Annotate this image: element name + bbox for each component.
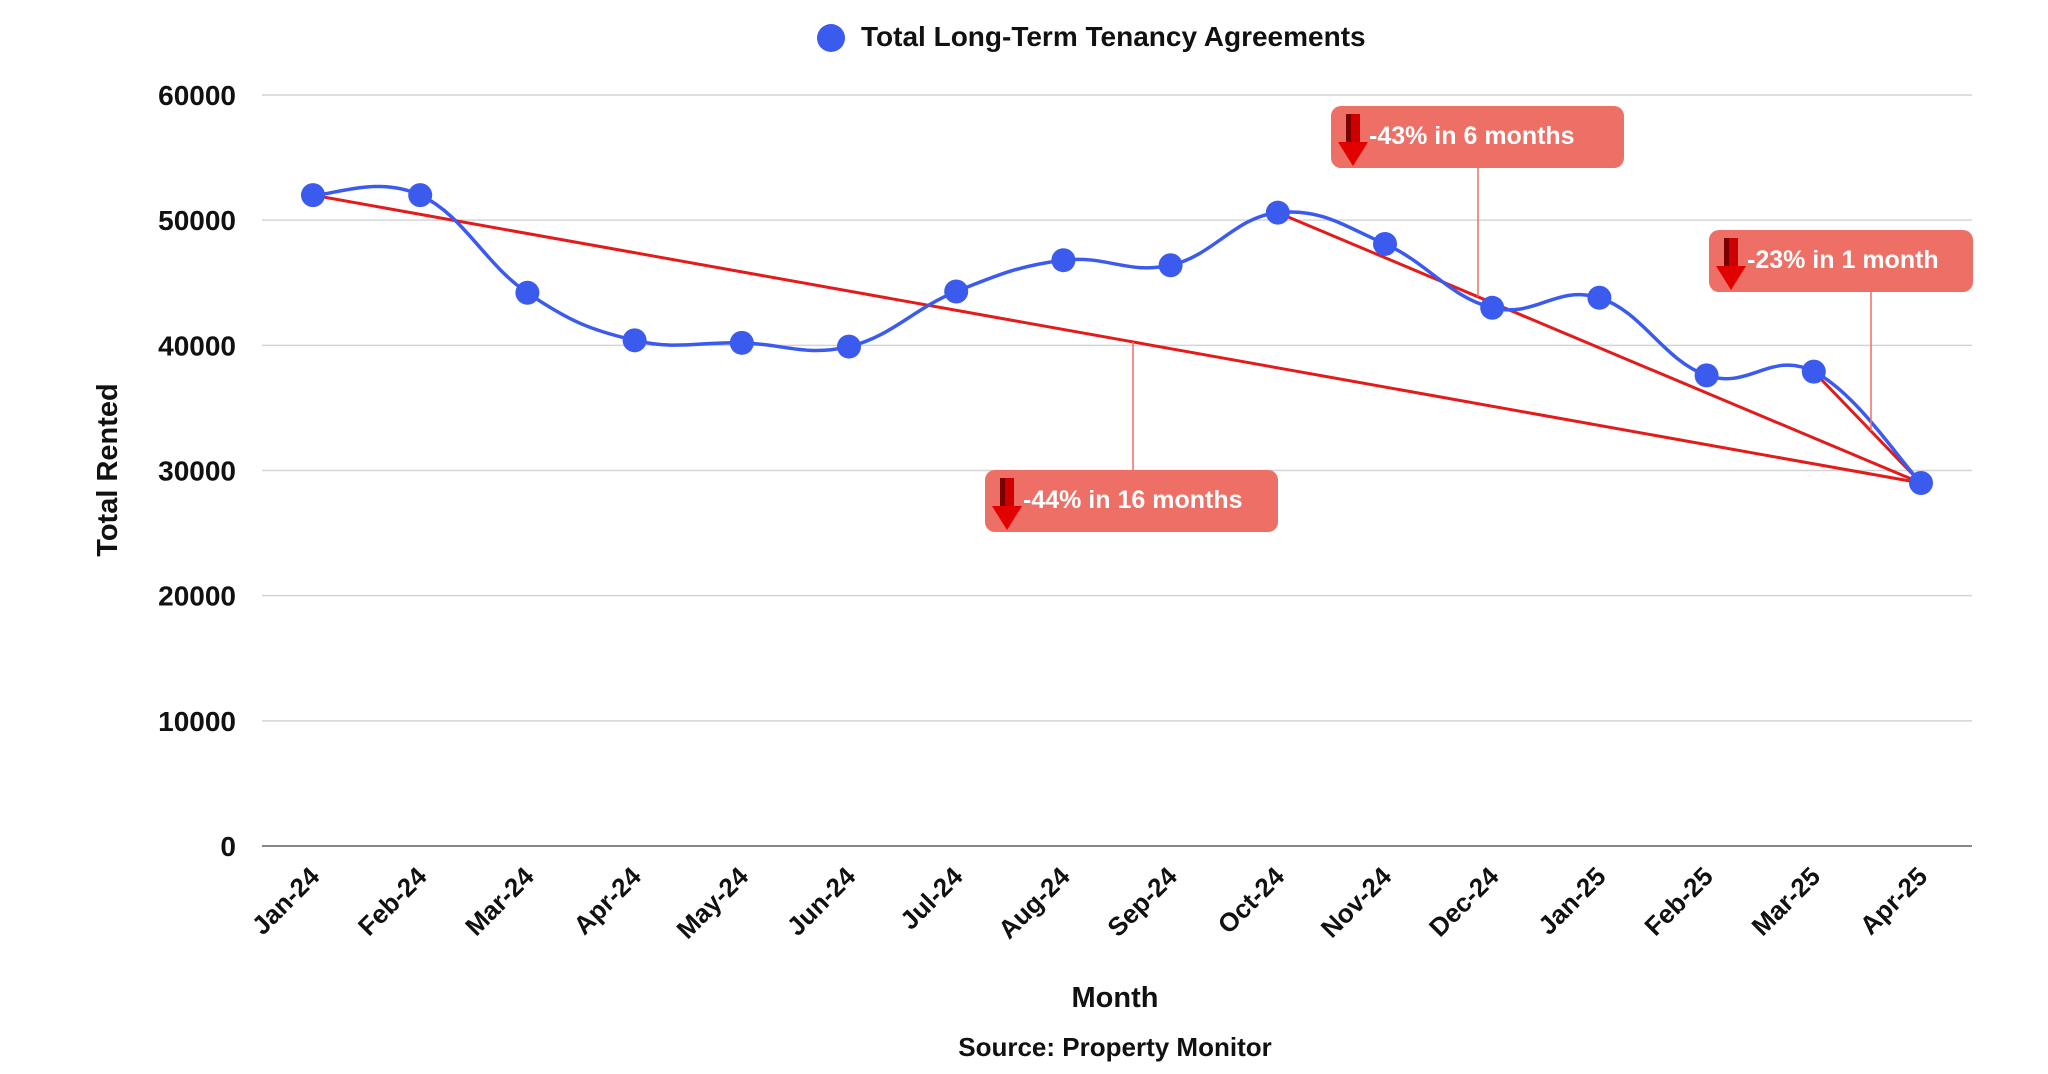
- data-point: [1909, 471, 1933, 496]
- data-point: [1801, 359, 1826, 384]
- x-tick-label: Dec-24: [1423, 861, 1505, 943]
- trend-lines: [312, 193, 1923, 485]
- annotation-label: -23% in 1 month: [1747, 246, 1939, 274]
- trend-line: [312, 193, 1922, 485]
- data-point: [301, 183, 325, 208]
- data-point: [408, 183, 433, 208]
- x-tick-label: Jun-24: [781, 861, 862, 942]
- data-point: [1051, 248, 1076, 273]
- x-tick-label: Jan-24: [246, 861, 326, 941]
- annotation-box: [985, 470, 1278, 532]
- x-tick-label: Mar-25: [1746, 861, 1826, 941]
- data-point: [837, 334, 861, 359]
- y-tick-label: 60000: [158, 80, 236, 111]
- data-point: [1373, 231, 1397, 256]
- annotations: -44% in 16 months -43% in 6 months -23% in…: [985, 106, 1973, 532]
- annotation-box: [1709, 230, 1973, 292]
- grid-lines: [262, 94, 1972, 847]
- x-tick-label: Jan-25: [1532, 861, 1611, 940]
- x-tick-label: Apr-25: [1854, 861, 1933, 940]
- series-line: [312, 184, 1923, 485]
- x-tick-label: May-24: [670, 861, 754, 945]
- x-tick-label: Nov-24: [1315, 861, 1398, 944]
- data-point: [729, 330, 754, 355]
- x-tick-label: Feb-25: [1638, 861, 1718, 941]
- x-tick-label: Aug-24: [992, 861, 1076, 945]
- x-tick-label: Jul-24: [894, 861, 969, 936]
- down-arrow-icon: [992, 478, 1022, 530]
- legend-marker: [817, 24, 845, 52]
- y-axis-ticks: 0 10000 20000 30000 40000 50000 60000: [158, 80, 236, 862]
- down-arrow-icon: [1716, 238, 1746, 290]
- x-axis-title: Month: [1072, 982, 1159, 1014]
- down-arrow-icon: [1338, 114, 1368, 166]
- data-point: [1587, 285, 1612, 310]
- x-axis-ticks: Jan-24 Feb-24 Mar-24 Apr-24 May-24 Jun-24 Jul-…: [246, 861, 1933, 945]
- y-tick-label: 50000: [158, 205, 236, 236]
- x-tick-label: Mar-24: [459, 861, 540, 942]
- x-tick-label: Apr-24: [567, 861, 647, 941]
- x-tick-label: Oct-24: [1212, 861, 1291, 940]
- legend-label: Total Long-Term Tenancy Agreements: [861, 21, 1366, 52]
- trend-line: [1277, 211, 1922, 485]
- x-tick-label: Sep-24: [1101, 861, 1183, 943]
- y-axis-title: Total Rented: [92, 383, 124, 556]
- data-point: [1158, 253, 1183, 278]
- annotation-label: -43% in 6 months: [1369, 122, 1575, 150]
- annotation-label: -44% in 16 months: [1023, 486, 1243, 514]
- source-note: Source: Property Monitor: [958, 1032, 1271, 1062]
- series-layer: [301, 183, 1933, 496]
- annotation-box: [1331, 106, 1624, 168]
- data-point: [515, 280, 540, 305]
- legend: Total Long-Term Tenancy Agreements: [817, 21, 1366, 52]
- data-point: [944, 279, 969, 304]
- trend-line: [1812, 370, 1923, 485]
- data-point: [1694, 363, 1719, 388]
- data-point: [1265, 200, 1290, 225]
- y-tick-label: 40000: [158, 330, 236, 361]
- x-tick-label: Feb-24: [352, 861, 433, 942]
- data-point: [1480, 295, 1505, 320]
- data-point: [622, 328, 647, 353]
- y-tick-label: 30000: [158, 456, 236, 487]
- y-tick-label: 20000: [158, 581, 236, 612]
- y-tick-label: 0: [220, 831, 236, 862]
- y-tick-label: 10000: [158, 706, 236, 737]
